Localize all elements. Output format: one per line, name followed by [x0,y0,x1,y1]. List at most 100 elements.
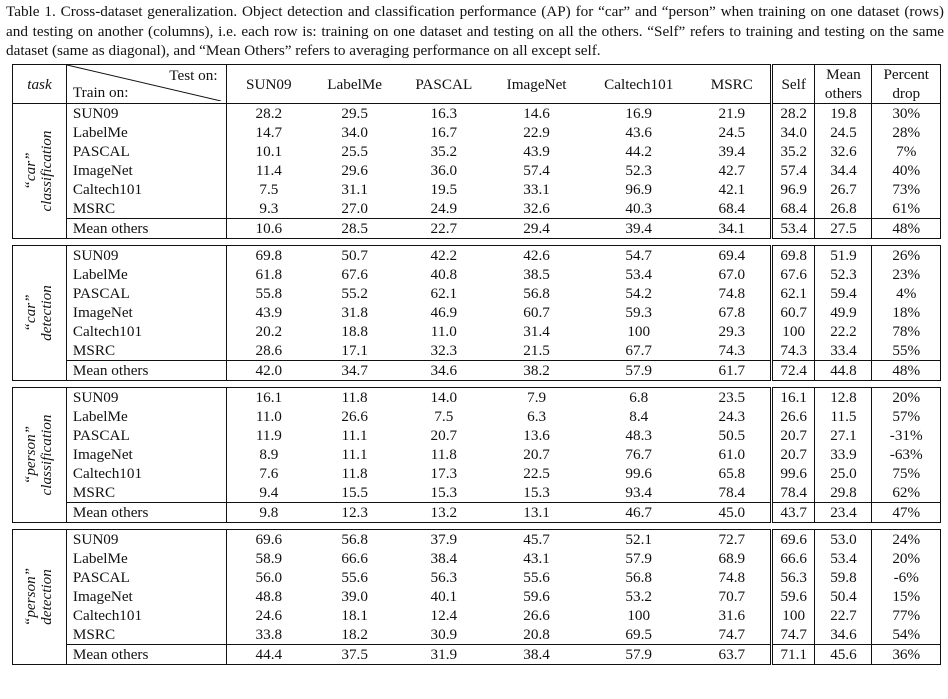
cell-sun09: 43.9 [255,304,283,321]
mean-cell-msrc: 34.1 [693,218,772,239]
mean-cell-mean: 44.8 [814,360,872,381]
task-label: “car” detection [12,245,67,381]
task-label-text: “car” classification [22,130,56,212]
mean-cell-caltech101: 39.4 [583,218,694,239]
mean-cell-drop: 48% [871,360,941,381]
cell-sun09: 7.6 [259,465,279,482]
cell-mean-others: 33.4 [814,341,872,361]
cell-imagenet: 26.6 [523,607,550,624]
col-header-self: Self [769,64,815,104]
table-row: PASCAL 55.8 55.2 62.1 56.8 54.2 74.8 62.1 59.4 4% [13,284,941,303]
table-row: Caltech101 20.2 18.8 11.0 31.4 100 29.3 100 22.2… [13,322,941,341]
cell-imagenet: 59.6 [523,588,550,605]
cell-pascal: 32.3 [430,342,458,359]
cell-percent-drop: -31% [871,426,941,445]
table-row: MSRC 28.6 17.1 32.3 21.5 67.7 74.3 74.3 33.4 55% [13,341,941,361]
table-row: PASCAL 10.1 25.5 35.2 43.9 44.2 39.4 35.2 32.6 7% [13,142,941,161]
cell-caltech101: 67.7 [625,342,652,359]
cell-labelme: 17.1 [341,342,368,359]
mean-cell-pascal: 22.7 [398,218,490,239]
cell-labelme: 50.7 [311,245,399,265]
cell-sun09: 55.8 [255,285,283,302]
task-label-text: “person” classification [22,414,56,496]
cell-sun09: 14.7 [255,124,283,141]
cell-caltech101: 93.4 [625,484,652,501]
cell-caltech101: 56.8 [625,569,652,586]
task-label: “person” detection [12,529,67,665]
mean-cell-drop: 47% [871,502,941,523]
cell-percent-drop: 7% [871,142,941,161]
cell-pascal: 11.8 [430,446,457,463]
cell-msrc: 65.8 [693,464,772,483]
table-row: “car” classification SUN09 28.2 29.5 16.3 14.6… [12,103,941,239]
cell-imagenet: 21.5 [523,342,550,359]
cell-sun09: 33.8 [255,626,283,643]
mean-cell-sun09: 44.4 [226,644,312,665]
mean-cell-labelme: 37.5 [311,644,399,665]
table-row: ImageNet 48.8 39.0 40.1 59.6 53.2 70.7 59.6 50.4… [13,587,941,606]
cell-percent-drop: -63% [871,445,941,464]
table-row: ImageNet 11.4 29.6 36.0 57.4 52.3 42.7 57.4 34.4… [13,161,941,180]
cell-percent-drop: 77% [871,606,941,625]
cell-pascal: 24.9 [430,200,458,217]
mean-cell-imagenet: 29.4 [489,218,584,239]
cell-imagenet: 32.6 [523,200,550,217]
cell-msrc: 68.4 [693,199,772,219]
table-row: ImageNet 8.9 11.1 11.8 20.7 76.7 61.0 20.7 33.9-… [13,445,941,464]
cell-self: 28.2 [769,103,815,123]
cell-msrc: 39.4 [693,142,772,161]
cell-self: 60.7 [769,303,815,322]
cell-mean-others: 33.9 [814,445,872,464]
cell-percent-drop: 57% [871,407,941,426]
cell-percent-drop: 54% [871,625,941,645]
col-header-pascal: PASCAL [398,64,490,104]
cell-labelme: 18.8 [341,323,368,340]
cell-imagenet: 42.6 [489,245,584,265]
cell-pascal: 46.9 [430,304,458,321]
col-header-msrc: MSRC [693,64,772,104]
mean-cell-mean: 27.5 [814,218,872,239]
cell-caltech101: 53.2 [625,588,652,605]
table-row: “car” detection SUN09 69.8 50.7 42.2 42.6 54.7 6… [12,245,941,381]
cell-percent-drop: -6% [871,568,941,587]
cell-mean-others: 26.8 [814,199,872,219]
cell-self: 78.4 [769,483,815,503]
cell-sun09: 9.4 [259,484,279,501]
mean-cell-caltech101: 46.7 [583,502,694,523]
cell-msrc: 50.5 [693,426,772,445]
header-row: task Test on: Train on: SUN09 LabelMe PA… [12,64,941,104]
cell-caltech101: 59.3 [625,304,652,321]
cell-pascal: 37.9 [398,529,490,549]
mean-cell-labelme: 12.3 [311,502,399,523]
cell-percent-drop: 61% [871,199,941,219]
cell-mean-others: 11.5 [814,407,872,426]
train-dataset-label: SUN09 [66,103,227,123]
mean-cell-imagenet: 38.2 [489,360,584,381]
cell-pascal: 20.7 [430,427,458,444]
cell-caltech101: 8.4 [629,408,649,425]
cell-sun09: 61.8 [255,266,283,283]
cell-labelme: 67.6 [341,266,368,283]
mean-cell-pascal: 13.2 [398,502,490,523]
mean-cell-self: 53.4 [769,218,815,239]
cell-msrc: 29.3 [693,322,772,341]
mean-cell-labelme: 28.5 [311,218,399,239]
cell-imagenet: 15.3 [523,484,550,501]
diagonal-line [66,65,221,101]
table-row: “person” classification SUN09 16.1 11.8 14.0 7… [12,387,941,523]
cell-sun09: 11.0 [255,408,282,425]
cell-imagenet: 55.6 [523,569,550,586]
table-row: MSRC 9.3 27.0 24.9 32.6 40.3 68.4 68.4 26.8 61% [13,199,941,219]
cell-mean-others: 19.8 [814,103,872,123]
cell-pascal: 56.3 [430,569,458,586]
cell-self: 34.0 [769,123,815,142]
cell-self: 100 [769,322,815,341]
cell-self: 35.2 [769,142,815,161]
mean-others-label: Mean others [66,218,227,239]
cell-self: 62.1 [769,284,815,303]
cell-pascal: 16.7 [430,124,458,141]
cell-sun09: 16.1 [226,387,312,407]
cell-sun09: 10.1 [255,143,283,160]
cell-percent-drop: 4% [871,284,941,303]
mean-cell-imagenet: 13.1 [489,502,584,523]
